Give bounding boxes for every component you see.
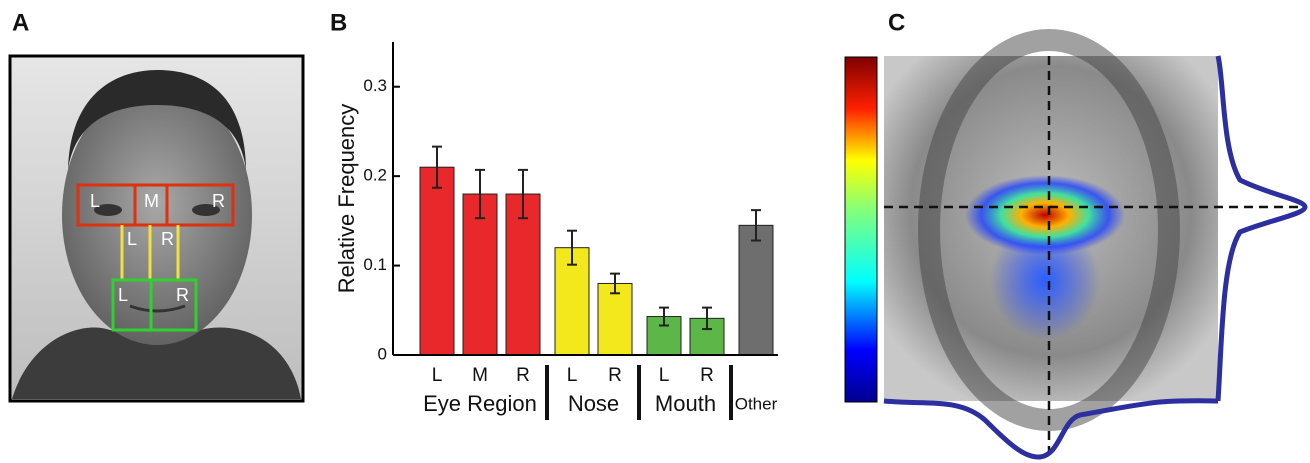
bar xyxy=(738,224,774,356)
error-bar xyxy=(518,168,528,220)
face-photo xyxy=(8,54,305,403)
box-label: L xyxy=(90,191,100,211)
box-label: L xyxy=(118,285,128,305)
group-label: Eye Region xyxy=(423,391,537,416)
group-label: Mouth xyxy=(655,391,716,416)
error-bar xyxy=(751,209,761,242)
panel-label: B xyxy=(330,9,347,36)
error-bar xyxy=(475,168,485,220)
bar xyxy=(597,282,633,356)
y-tick-label: 0.2 xyxy=(363,166,387,185)
panel-label: A xyxy=(12,9,29,36)
x-tick-label: M xyxy=(472,365,488,386)
bar xyxy=(419,166,455,356)
x-tick-label: R xyxy=(608,365,622,386)
bar xyxy=(462,193,498,356)
box-label: M xyxy=(144,191,159,211)
error-bar xyxy=(702,306,712,331)
x-tick-label: L xyxy=(567,365,578,386)
error-bar xyxy=(610,272,620,295)
y-axis-label: Relative Frequency xyxy=(334,104,359,294)
box-label: L xyxy=(127,229,137,249)
heatmap xyxy=(844,29,1308,460)
x-tick-label: L xyxy=(659,365,670,386)
box-label: R xyxy=(161,229,174,249)
y-tick-label: 0 xyxy=(378,344,387,363)
x-tick-label: Other xyxy=(735,394,778,413)
group-label: Nose xyxy=(568,391,619,416)
box-label: R xyxy=(176,285,189,305)
error-bar xyxy=(659,306,669,327)
y-tick-label: 0.1 xyxy=(363,255,387,274)
box-label: R xyxy=(212,191,225,211)
x-tick-label: R xyxy=(700,365,714,386)
x-tick-label: L xyxy=(432,365,443,386)
y-tick-label: 0.3 xyxy=(363,76,387,95)
x-tick-label: R xyxy=(516,365,530,386)
error-bar xyxy=(432,145,442,189)
panel-label: C xyxy=(888,9,905,36)
error-bar xyxy=(567,229,577,266)
